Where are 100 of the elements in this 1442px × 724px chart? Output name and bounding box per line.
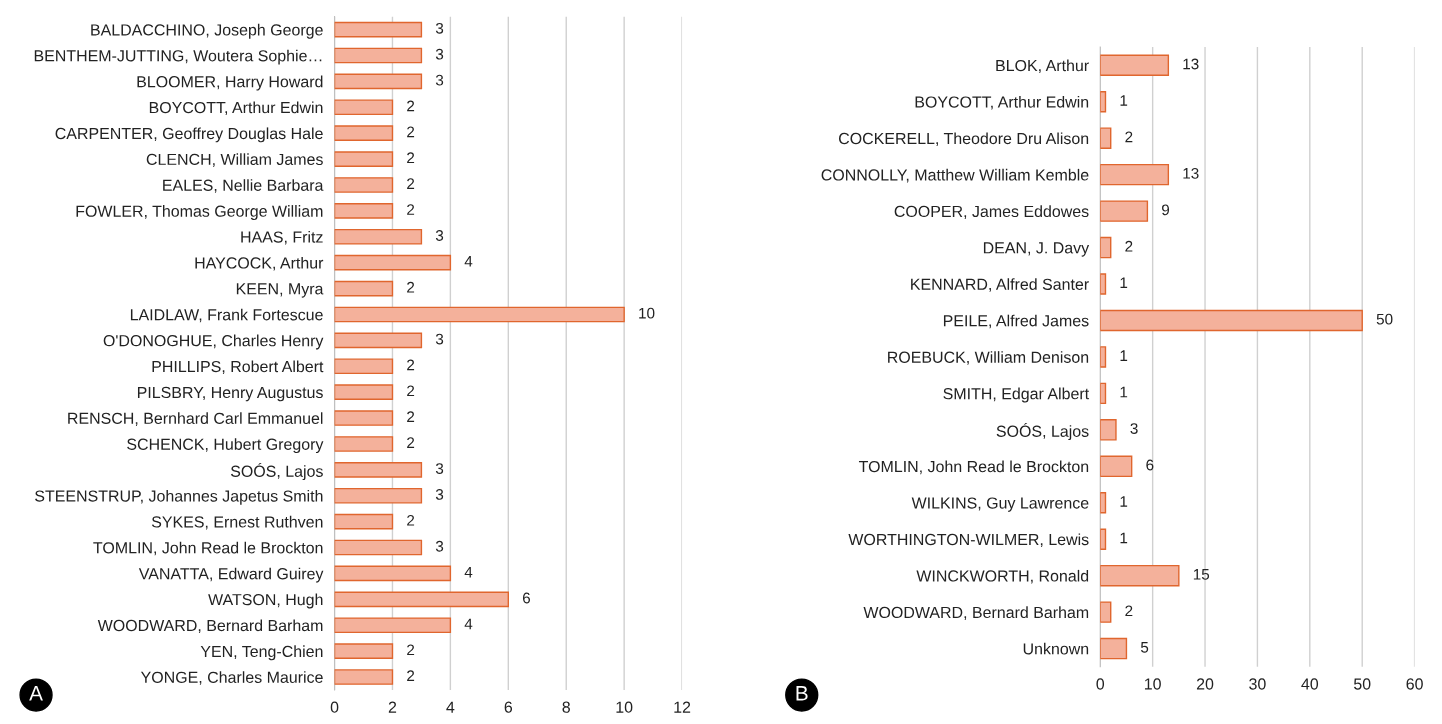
bar [334, 228, 423, 245]
bar [334, 436, 394, 452]
bar [334, 47, 423, 64]
y-tick-label: PEILE, Alfred James [943, 314, 1089, 329]
data-label: 50 [1376, 313, 1393, 325]
data-label: 6 [1146, 459, 1154, 471]
data-label: 3 [435, 463, 444, 474]
y-tick-label: WORTHINGTON-WILMER, Lewis [848, 533, 1089, 548]
y-tick-label: PILSBRY, Henry Augustus [137, 386, 323, 402]
bar [334, 462, 423, 478]
y-tick-label: KENNARD, Alfred Santer [911, 278, 1089, 292]
data-label: 10 [639, 307, 655, 319]
y-tick-label: BENTHEM-JUTTING, Woutera Sophie… [34, 49, 322, 65]
bar [334, 203, 394, 219]
bar [1100, 564, 1180, 587]
data-label: 2 [1125, 240, 1133, 252]
data-label: 2 [407, 100, 415, 112]
data-label: 1 [1120, 277, 1128, 288]
data-label: 2 [407, 670, 415, 681]
bar [334, 591, 510, 608]
text: A [29, 686, 43, 701]
data-label: 2 [407, 644, 415, 656]
y-tick-label: COOPER, James Eddowes [894, 205, 1089, 219]
y-tick-label: PHILLIPS, Robert Albert [152, 360, 324, 375]
x-tick-label: 40 [1301, 678, 1319, 690]
bar [1100, 54, 1170, 77]
x-tick-label: 30 [1249, 678, 1266, 690]
bar [334, 125, 394, 142]
y-tick-label: HAAS, Fritz [241, 230, 323, 245]
data-label: 13 [1183, 58, 1199, 70]
bar [1100, 127, 1112, 149]
y-tick-label: CARPENTER, Geoffrey Douglas Hale [55, 127, 323, 143]
data-label: 3 [435, 489, 444, 500]
y-tick-label: KEEN, Myra [236, 283, 324, 298]
y-tick-label: EALES, Nellie Barbara [163, 179, 324, 193]
data-label: 4 [464, 566, 473, 578]
y-tick-label: YONGE, Charles Maurice [140, 671, 323, 685]
y-tick-label: SCHENCK, Hubert Gregory [127, 438, 324, 454]
data-label: 3 [435, 22, 444, 34]
bar [334, 332, 423, 349]
y-tick-label: BALDACCHINO, Joseph George [91, 23, 323, 39]
x-tick-label: 10 [1144, 678, 1161, 690]
data-label: 2 [407, 152, 415, 164]
data-label: 2 [407, 281, 415, 293]
data-label: 5 [1140, 642, 1149, 653]
y-tick-label: COCKERELL, Theodore Dru Alison [839, 132, 1089, 147]
y-tick-label: CLENCH, William James [146, 153, 323, 167]
y-tick-label: DEAN, J. Davy [983, 242, 1090, 257]
y-tick-label: WINCKWORTH, Ronald [916, 569, 1089, 584]
data-label: 6 [522, 592, 531, 604]
y-tick-label: RENSCH, Bernhard Carl Emmanuel [68, 412, 323, 426]
data-label: 2 [1125, 131, 1133, 143]
y-tick-label: WATSON, Hugh [208, 593, 323, 609]
data-label: 4 [464, 618, 473, 630]
x-tick-label: 12 [674, 701, 691, 713]
text: B [796, 686, 808, 701]
x-tick-label: 0 [330, 701, 339, 713]
data-label: 1 [1120, 95, 1128, 106]
data-label: 3 [435, 230, 444, 241]
y-tick-label: WILKINS, Guy Lawrence [911, 497, 1089, 512]
y-tick-label: YEN, Teng-Chien [200, 645, 323, 661]
data-label: 3 [435, 540, 444, 552]
data-label: 2 [407, 178, 415, 189]
bar [334, 617, 452, 634]
bar [334, 384, 394, 400]
data-label: 3 [1130, 423, 1138, 434]
data-label: 2 [407, 204, 415, 215]
data-label: 2 [407, 411, 415, 423]
y-tick-label: BOYCOTT, Arthur Edwin [915, 95, 1089, 110]
data-label: 3 [435, 333, 444, 345]
x-tick-label: 8 [562, 701, 570, 713]
bar [334, 669, 394, 685]
data-label: 9 [1162, 204, 1170, 216]
bar [334, 254, 452, 271]
data-label: 2 [407, 514, 415, 526]
data-label: 3 [435, 48, 444, 60]
bar [1100, 200, 1149, 222]
y-tick-label: VANATTA, Edward Guirey [138, 567, 324, 583]
y-tick-label: ROEBUCK, William Denison [888, 351, 1089, 365]
bar [334, 73, 423, 90]
bar [334, 513, 394, 530]
data-label: 4 [464, 256, 473, 267]
bar [1100, 163, 1170, 186]
bar [334, 410, 394, 426]
y-tick-label: LAIDLAW, Frank Fortescue [130, 308, 323, 323]
bar [334, 99, 394, 116]
data-label: 13 [1183, 167, 1199, 179]
y-tick-label: SOÓS, Lajos [230, 462, 323, 481]
bar [334, 487, 423, 504]
x-tick-label: 10 [616, 701, 633, 713]
y-tick-label: TOMLIN, John Read le Brockton [858, 460, 1089, 475]
y-tick-label: BLOK, Arthur [996, 59, 1089, 74]
bar [334, 21, 423, 38]
y-tick-label: SOÓS, Lajos [996, 422, 1089, 441]
data-label: 1 [1120, 532, 1128, 544]
y-tick-label: WOODWARD, Bernard Barham [863, 606, 1089, 620]
data-label: 2 [407, 126, 415, 138]
y-tick-label: CONNOLLY, Matthew William Kemble [821, 168, 1089, 183]
y-tick-label: Unknown [1023, 642, 1089, 655]
bar [1100, 455, 1133, 478]
